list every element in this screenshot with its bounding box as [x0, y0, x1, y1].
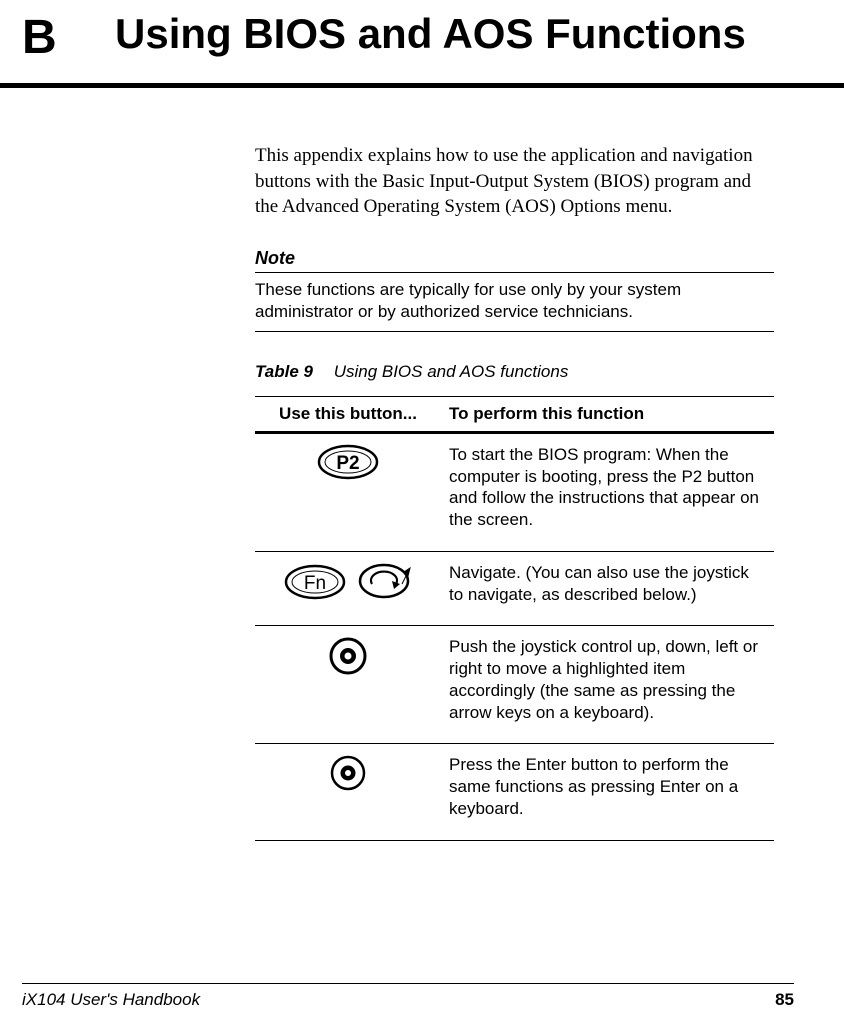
table-row: Fn Navigate. (You can also use the joyst… [255, 551, 774, 626]
cell-button-p2: P2 [255, 432, 445, 551]
note-label: Note [255, 248, 774, 269]
svg-text:P2: P2 [336, 453, 359, 474]
cell-button-enter [255, 744, 445, 840]
cell-button-fn: Fn [255, 551, 445, 626]
note-text: These functions are typically for use on… [255, 279, 774, 323]
enter-button-icon [329, 754, 367, 792]
title-rule [0, 83, 844, 88]
table-header-row: Use this button... To perform this funct… [255, 397, 774, 433]
cell-desc-3: Press the Enter button to perform the sa… [445, 744, 774, 840]
footer-left: iX104 User's Handbook [22, 990, 200, 1010]
joystick-icon [328, 636, 368, 676]
note-top-rule [255, 272, 774, 273]
table-row: Press the Enter button to perform the sa… [255, 744, 774, 840]
note-bottom-rule [255, 331, 774, 332]
footer-rule [22, 983, 794, 984]
footer-page-number: 85 [775, 990, 794, 1010]
p2-button-icon: P2 [317, 444, 379, 480]
footer-row: iX104 User's Handbook 85 [22, 990, 794, 1010]
cell-button-joystick [255, 626, 445, 744]
intro-paragraph: This appendix explains how to use the ap… [255, 143, 774, 220]
table-row: Push the joystick control up, down, left… [255, 626, 774, 744]
cell-desc-2: Push the joystick control up, down, left… [445, 626, 774, 744]
footer: iX104 User's Handbook 85 [0, 983, 844, 1010]
cell-desc-0: To start the BIOS program: When the comp… [445, 432, 774, 551]
content: This appendix explains how to use the ap… [255, 143, 774, 841]
th-function: To perform this function [445, 397, 774, 433]
svg-text:Fn: Fn [304, 573, 326, 594]
note-block: Note These functions are typically for u… [255, 248, 774, 332]
table-caption: Table 9 Using BIOS and AOS functions [255, 362, 774, 382]
th-button: Use this button... [255, 397, 445, 433]
page: B Using BIOS and AOS Functions This appe… [0, 0, 844, 1028]
rotate-button-icon [358, 562, 412, 602]
cell-desc-1: Navigate. (You can also use the joystick… [445, 551, 774, 626]
header: B Using BIOS and AOS Functions [0, 0, 844, 65]
appendix-letter: B [0, 10, 115, 65]
fn-button-icon: Fn [284, 564, 346, 600]
table-label: Table 9 [255, 362, 313, 381]
page-title: Using BIOS and AOS Functions [115, 10, 806, 58]
functions-table: Use this button... To perform this funct… [255, 396, 774, 841]
table-row: P2 To start the BIOS program: When the c… [255, 432, 774, 551]
table-caption-text: Using BIOS and AOS functions [334, 362, 569, 381]
